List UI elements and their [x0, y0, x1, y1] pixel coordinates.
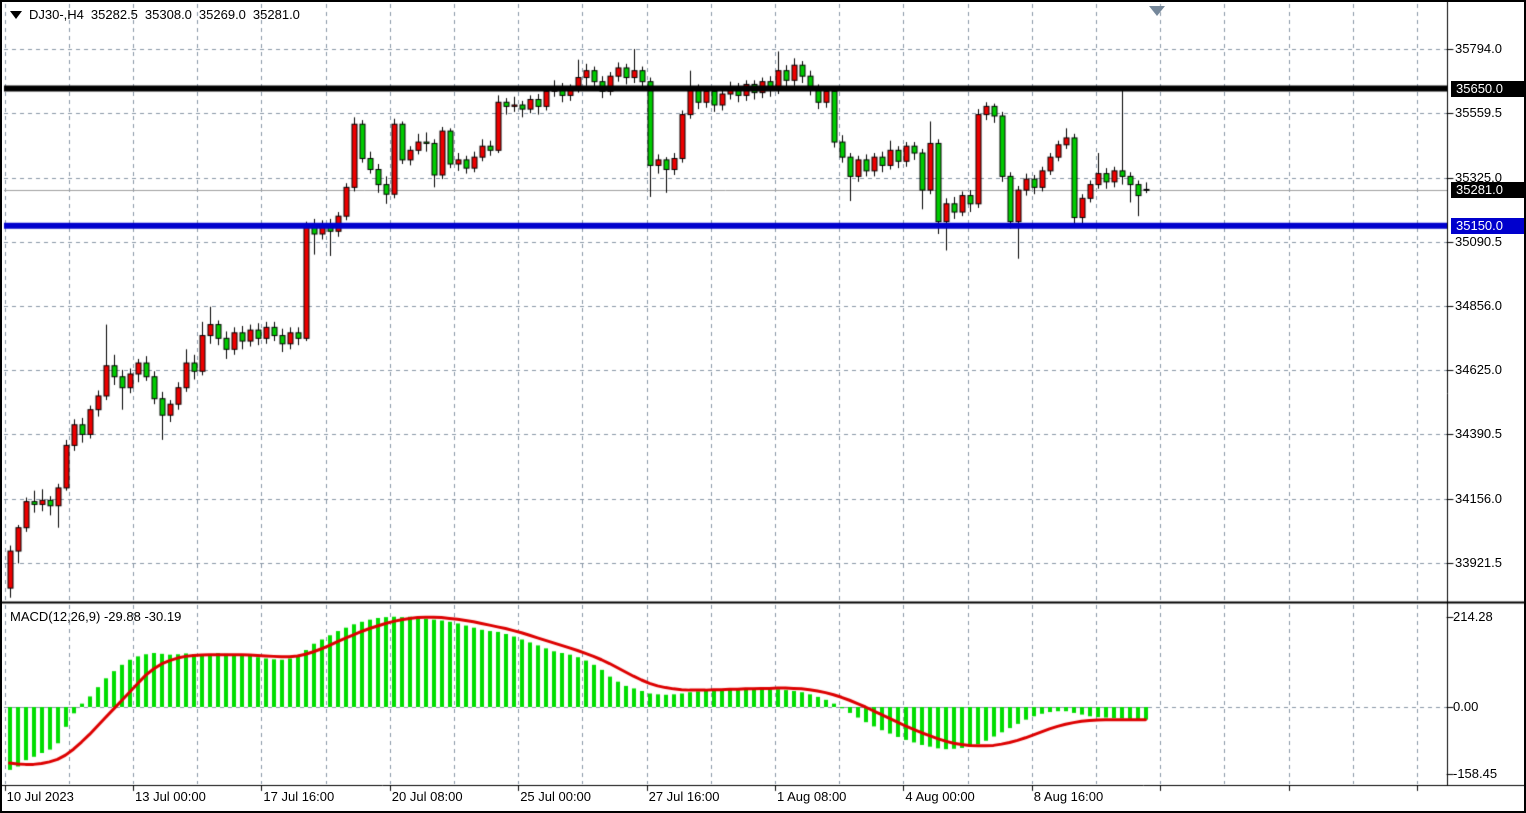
ohlc-close-value: 35281.0 [252, 7, 300, 22]
time-axis-label: 1 Aug 08:00 [777, 789, 847, 804]
price-axis-label: 34390.5 [1455, 426, 1502, 442]
current-price-badge: 35281.0 [1451, 181, 1524, 198]
price-axis-label: 34625.0 [1455, 361, 1502, 377]
ohlc-high-value: 35308.0 [144, 7, 192, 22]
support-price-badge: 35150.0 [1451, 217, 1524, 234]
macd-indicator-label: MACD(12,26,9) -29.88 -30.19 [10, 609, 181, 624]
price-axis-label: 35325.0 [1455, 169, 1502, 185]
macd-signal-value: -30.19 [144, 609, 182, 624]
price-axis-label: 35559.5 [1455, 105, 1502, 121]
time-axis-label: 13 Jul 00:00 [135, 789, 206, 804]
macd-value: -29.88 [103, 609, 141, 624]
time-axis-label: 20 Jul 08:00 [391, 789, 463, 804]
ohlc-low-value: 35269.0 [198, 7, 246, 22]
price-axis-label: 35090.5 [1455, 234, 1502, 250]
macd-axis-label: -158.45 [1453, 765, 1498, 781]
symbol-period-label: DJ30-,H4 [29, 7, 84, 22]
chart-title-bar: DJ30-,H4 35282.5 35308.0 35269.0 35281.0 [10, 7, 300, 22]
time-axis-label: 25 Jul 00:00 [520, 789, 592, 804]
resistance-price-badge: 35650.0 [1451, 80, 1524, 97]
price-axis-label: 35794.0 [1455, 41, 1502, 56]
ohlc-open-value: 35282.5 [90, 7, 138, 22]
macd-axis-label: 214.28 [1453, 608, 1493, 624]
time-axis-label: 8 Aug 16:00 [1033, 789, 1104, 804]
price-axis-label: 33921.5 [1455, 554, 1502, 570]
macd-axis-label: 0.00 [1453, 699, 1479, 714]
time-axis-label: 17 Jul 16:00 [263, 789, 335, 804]
price-axis-label: 34856.0 [1455, 298, 1502, 314]
time-axis-label: 10 Jul 2023 [6, 789, 74, 804]
time-axis-label: 27 Jul 16:00 [648, 789, 720, 804]
time-axis-label: 4 Aug 00:00 [905, 789, 975, 804]
symbol-dropdown-icon[interactable] [10, 10, 22, 19]
price-axis-label: 34156.0 [1455, 490, 1502, 506]
chart-shift-marker-icon[interactable] [1149, 6, 1165, 16]
macd-name: MACD(12,26,9) [10, 609, 101, 624]
